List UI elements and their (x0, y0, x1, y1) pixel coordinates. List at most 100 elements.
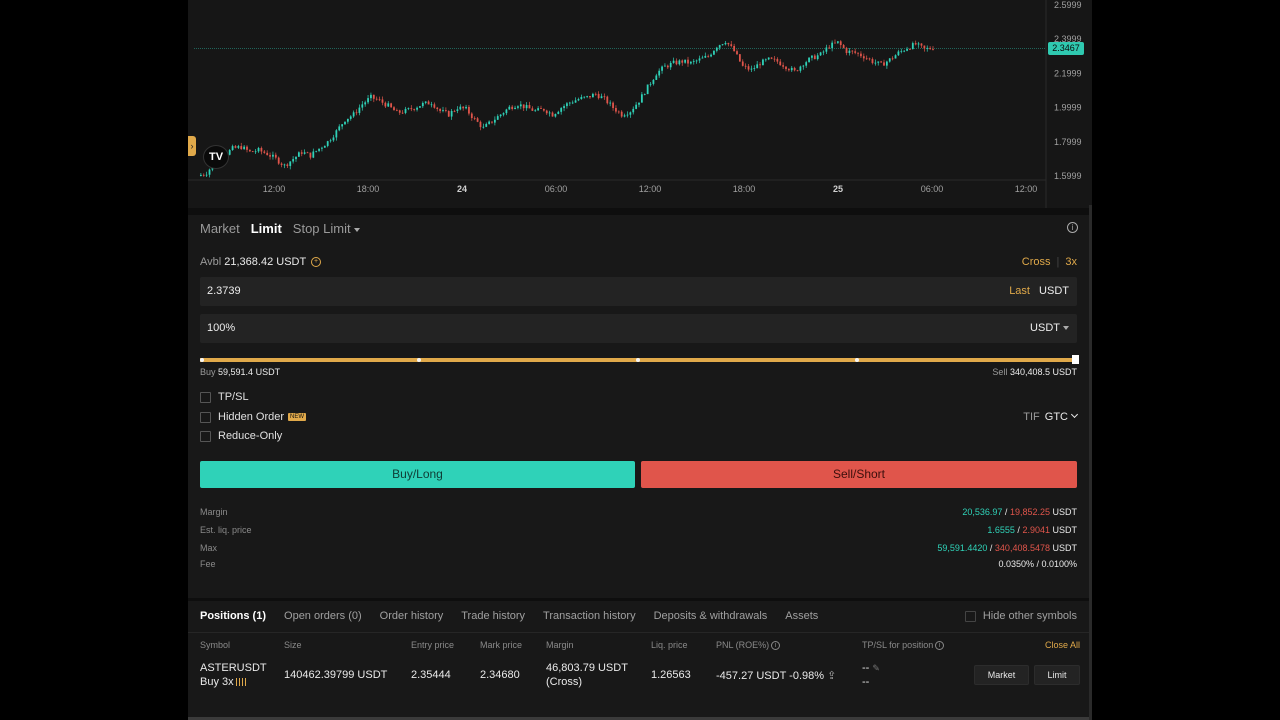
margin-mode-button[interactable]: Cross (1021, 256, 1051, 268)
candle-body (459, 106, 462, 110)
size-slider[interactable] (200, 355, 1079, 364)
slider-mark-50[interactable] (636, 358, 640, 362)
size-unit-select[interactable]: USDT (1030, 322, 1069, 334)
slider-mark-75[interactable] (855, 358, 859, 362)
last-price-button[interactable]: Last (1009, 285, 1030, 297)
chart-canvas[interactable]: 2.5999 2.3999 2.1999 1.9999 1.7999 1.5999 12:0… (188, 0, 1092, 208)
candle-body (488, 121, 491, 124)
slider-thumb[interactable] (1072, 355, 1079, 364)
price-unit: USDT (1039, 285, 1069, 297)
tab-transaction-history[interactable]: Transaction history (543, 610, 636, 622)
candle-body (528, 105, 531, 109)
candle-body (393, 107, 395, 111)
candle-body (358, 107, 361, 113)
candle-body (920, 43, 923, 46)
candle-body (787, 69, 790, 71)
max-label: Max (200, 543, 218, 553)
candle-body (346, 118, 349, 122)
candle-body (482, 126, 485, 128)
candle-body (816, 55, 819, 60)
candle-body (473, 118, 476, 119)
buy-long-button[interactable]: Buy/Long (200, 461, 635, 488)
reduce-only-label: Reduce-Only (218, 430, 283, 442)
info-icon[interactable]: i (935, 641, 945, 651)
candle-body (909, 48, 911, 50)
price-value[interactable]: 2.3739 (207, 285, 241, 297)
candle-body (372, 94, 375, 99)
margin-sell: 19,852.25 (1009, 507, 1050, 517)
candle-body (395, 110, 398, 112)
candle-body (542, 108, 545, 111)
price-input[interactable]: 2.3739 Last USDT (200, 277, 1077, 306)
hidden-order-option[interactable]: Hidden Order NEW (200, 411, 307, 423)
candle-body (272, 154, 274, 157)
tab-trade-history[interactable]: Trade history (461, 610, 526, 622)
candle-body (848, 50, 851, 53)
leverage-button[interactable]: 3x (1065, 256, 1077, 268)
candle-body (522, 104, 525, 109)
position-sl: -- (862, 676, 870, 688)
tpsl-option[interactable]: TP/SL (200, 391, 249, 403)
tab-stop-limit[interactable]: Stop Limit (293, 221, 360, 236)
time-axis-label: 06:00 (545, 184, 568, 194)
time-axis-label: 06:00 (921, 184, 944, 194)
tab-limit[interactable]: Limit (250, 221, 282, 236)
tif-select[interactable]: TIF GTC (1023, 410, 1079, 423)
candle-body (557, 111, 560, 114)
candle-body (790, 67, 793, 71)
limit-close-button[interactable]: Limit (1034, 665, 1080, 685)
candle-body (883, 62, 885, 66)
tab-stop-limit-label: Stop Limit (292, 221, 351, 236)
tab-market[interactable]: Market (200, 221, 240, 236)
candle-body (505, 109, 508, 114)
candle-body (237, 146, 240, 148)
position-symbol[interactable]: ASTERUSDT (200, 662, 267, 674)
slider-mark-0[interactable] (200, 358, 204, 362)
market-close-button[interactable]: Market (974, 665, 1029, 685)
size-value[interactable]: 100% (207, 322, 236, 334)
horizontal-scrollbar[interactable] (188, 717, 1092, 720)
candle-body (770, 57, 773, 59)
candle-body (738, 54, 741, 62)
tab-assets[interactable]: Assets (785, 610, 819, 622)
transfer-icon[interactable]: + (311, 257, 322, 268)
candle-body (321, 147, 323, 149)
tpsl-checkbox[interactable] (200, 391, 211, 403)
close-all-button[interactable]: Close All (1044, 640, 1080, 650)
tab-positions[interactable]: Positions (1) (200, 610, 267, 622)
candle-body (568, 102, 571, 104)
candle-body (517, 106, 519, 108)
edit-icon[interactable]: ✎ (872, 663, 880, 673)
candle-body (352, 112, 355, 117)
slider-mark-25[interactable] (417, 358, 421, 362)
info-icon[interactable]: i (1067, 222, 1078, 233)
candle-body (476, 118, 479, 122)
size-input[interactable]: 100% USDT (200, 314, 1077, 343)
col-tpsl-label: TP/SL for position (862, 640, 934, 650)
candle-body (508, 106, 511, 110)
tab-order-history[interactable]: Order history (379, 610, 444, 622)
candle-body (439, 108, 442, 112)
reduce-only-checkbox[interactable] (200, 430, 211, 442)
time-axis-label: 12:00 (639, 184, 662, 194)
info-icon[interactable]: i (771, 641, 781, 651)
reduce-only-option[interactable]: Reduce-Only (200, 430, 282, 442)
sell-short-button[interactable]: Sell/Short (641, 461, 1077, 488)
candle-body (248, 149, 251, 152)
candle-body (292, 159, 295, 162)
candle-body (767, 57, 770, 60)
vertical-scrollbar[interactable] (1089, 205, 1092, 720)
price-chart[interactable]: 2.5999 2.3999 2.1999 1.9999 1.7999 1.5999 12:0… (188, 0, 1092, 208)
candle-body (612, 102, 614, 109)
hidden-order-checkbox[interactable] (200, 411, 211, 423)
tab-deposits-withdrawals[interactable]: Deposits & withdrawals (653, 610, 768, 622)
candle-body (574, 100, 577, 103)
share-icon[interactable]: ⇪ (827, 670, 837, 682)
candle-body (606, 96, 609, 104)
hide-other-checkbox[interactable] (964, 610, 976, 622)
sell-amount: Sell 340,408.5 USDT (992, 367, 1077, 377)
tab-open-orders[interactable]: Open orders (0) (284, 610, 362, 622)
hide-other-symbols[interactable]: Hide other symbols (964, 610, 1077, 622)
chevron-right-icon[interactable]: › (188, 136, 196, 156)
candle-body (315, 150, 318, 152)
